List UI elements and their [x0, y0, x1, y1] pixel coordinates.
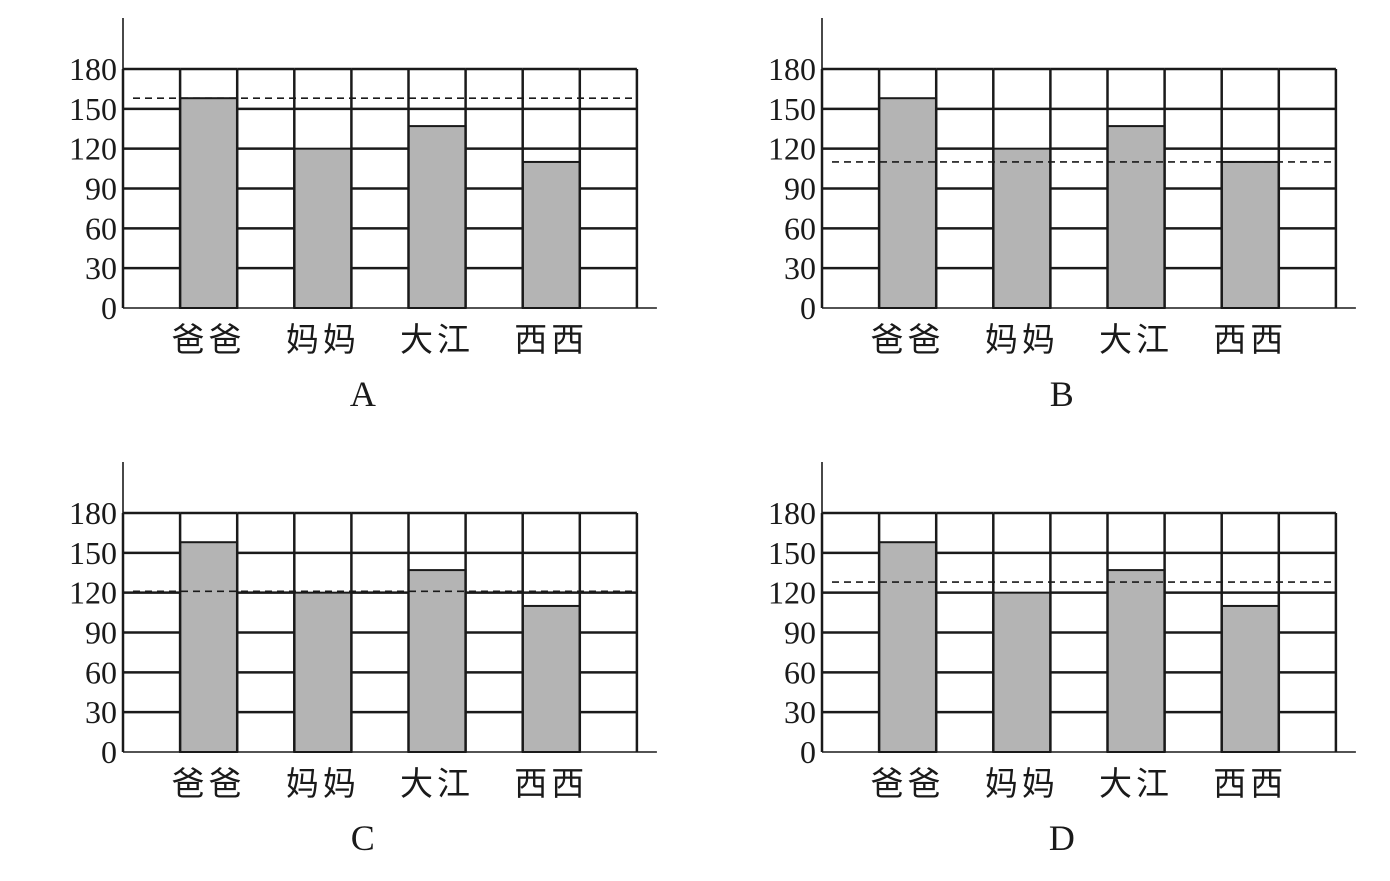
y-tick-label: 0 [800, 734, 816, 770]
y-tick-label: 30 [85, 250, 117, 286]
y-tick-label: 30 [784, 694, 816, 730]
x-tick-label: 大江 [400, 766, 474, 803]
bar-4 [1220, 160, 1280, 309]
y-tick-label: 180 [69, 495, 117, 531]
bar-2 [293, 591, 353, 754]
bar-2 [992, 591, 1052, 754]
bar-2 [293, 147, 353, 309]
y-tick-label: 150 [69, 535, 117, 571]
x-tick-label: 妈妈 [985, 766, 1059, 803]
y-tick-label: 0 [101, 290, 117, 326]
y-tick-label: 30 [784, 250, 816, 286]
bar-1 [179, 541, 239, 754]
y-tick-label: 180 [69, 51, 117, 87]
bar-3 [1106, 569, 1166, 753]
panel-label: A [350, 374, 376, 414]
y-tick-label: 0 [800, 290, 816, 326]
x-tick-label: 爸爸 [871, 322, 945, 359]
bar-1 [878, 541, 938, 754]
x-tick-label: 大江 [1099, 766, 1173, 803]
y-tick-label: 0 [101, 734, 117, 770]
y-tick-label: 60 [85, 654, 117, 690]
y-tick-label: 60 [784, 654, 816, 690]
y-tick-label: 60 [784, 210, 816, 246]
y-tick-label: 90 [784, 171, 816, 207]
bar-4 [521, 604, 581, 754]
x-tick-label: 西西 [514, 767, 588, 803]
y-tick-label: 120 [768, 131, 816, 167]
y-tick-label: 120 [69, 131, 117, 167]
x-tick-label: 爸爸 [871, 766, 945, 803]
x-tick-label: 大江 [1099, 322, 1173, 359]
x-tick-label: 西西 [1213, 323, 1287, 359]
y-tick-label: 150 [69, 91, 117, 127]
panel-label: D [1049, 818, 1075, 858]
y-tick-label: 30 [85, 694, 117, 730]
x-tick-label: 西西 [1213, 767, 1287, 803]
panel-label: B [1050, 374, 1074, 414]
y-tick-label: 150 [768, 535, 816, 571]
bar-1 [179, 97, 239, 310]
bar-3 [407, 569, 467, 753]
x-tick-label: 妈妈 [985, 322, 1059, 359]
y-tick-label: 60 [85, 210, 117, 246]
x-tick-label: 妈妈 [286, 322, 360, 359]
y-tick-label: 90 [85, 615, 117, 651]
y-tick-label: 180 [768, 51, 816, 87]
x-tick-label: 爸爸 [172, 766, 246, 803]
y-tick-label: 120 [69, 575, 117, 611]
x-tick-label: 妈妈 [286, 766, 360, 803]
x-tick-label: 西西 [514, 323, 588, 359]
bar-3 [1106, 125, 1166, 309]
y-tick-label: 120 [768, 575, 816, 611]
y-tick-label: 180 [768, 495, 816, 531]
y-tick-label: 90 [85, 171, 117, 207]
bar-2 [992, 147, 1052, 309]
x-tick-label: 大江 [400, 322, 474, 359]
bar-1 [878, 97, 938, 310]
y-tick-label: 150 [768, 91, 816, 127]
panel-label: C [351, 818, 375, 858]
bar-4 [1220, 604, 1280, 754]
y-tick-label: 90 [784, 615, 816, 651]
bar-3 [407, 125, 467, 309]
x-tick-label: 爸爸 [172, 322, 246, 359]
bar-4 [521, 160, 581, 309]
